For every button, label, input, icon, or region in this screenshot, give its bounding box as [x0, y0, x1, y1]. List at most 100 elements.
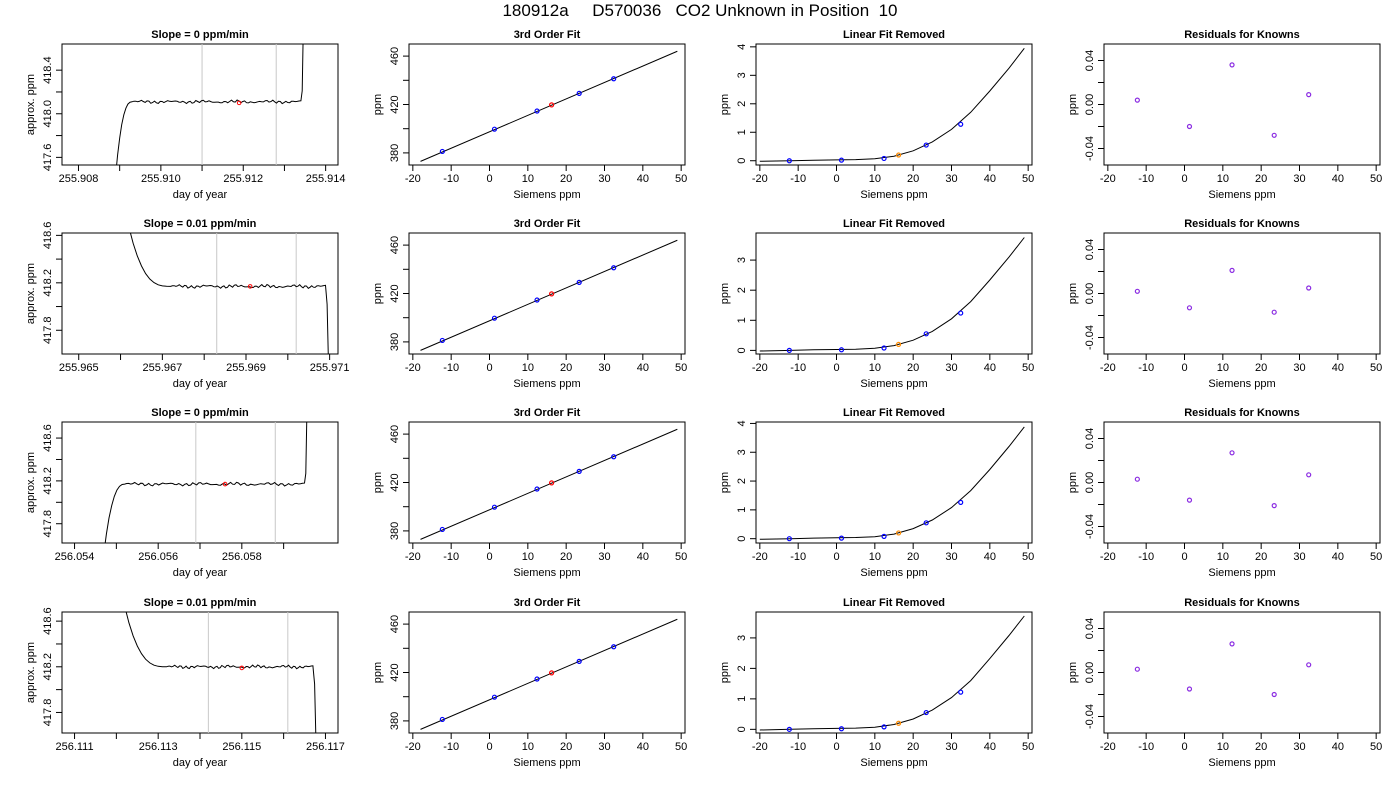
plot-frame — [408, 43, 686, 166]
x-tick-label: 40 — [984, 551, 996, 563]
plot-frame — [408, 232, 686, 355]
x-tick-label: 30 — [1293, 173, 1305, 185]
y-tick-label: 420 — [389, 473, 401, 491]
panel-r2-c4: Residuals for Knowns -20 -10 0 10 20 30 40 50 -0.… — [1067, 218, 1382, 390]
x-tick-label: -20 — [752, 362, 768, 374]
y-tick-label: 420 — [389, 284, 401, 302]
x-tick-label: 255.910 — [141, 173, 181, 185]
plot-frame — [408, 611, 686, 734]
x-tick-label: 30 — [598, 173, 610, 185]
known-point — [534, 676, 540, 682]
known-point — [1186, 305, 1193, 311]
known-point — [611, 76, 617, 82]
x-tick-label: -20 — [752, 741, 768, 753]
panel-title: Residuals for Knowns — [1184, 218, 1300, 230]
panel-title: 3rd Order Fit — [514, 218, 581, 230]
known-point — [491, 504, 498, 510]
x-tick-label: 10 — [1217, 362, 1229, 374]
y-tick-label: 3 — [736, 72, 748, 78]
fit-curve — [759, 47, 1025, 162]
y-tick-label: 0 — [736, 347, 748, 353]
x-tick-label: 20 — [907, 173, 919, 185]
x-tick-label: 50 — [675, 362, 687, 374]
y-tick-label: 417.8 — [42, 317, 54, 345]
x-tick-label: 0 — [486, 173, 492, 185]
x-tick-label: 0 — [486, 362, 492, 374]
known-point — [881, 155, 887, 162]
x-tick-label: 20 — [560, 741, 572, 753]
known-point — [1186, 123, 1193, 130]
known-point — [611, 454, 617, 460]
x-tick-label: 40 — [984, 173, 996, 185]
x-tick-label: -20 — [1100, 741, 1116, 753]
y-tick-label: 0.04 — [1084, 239, 1096, 260]
x-tick-label: 30 — [945, 362, 957, 374]
panel-title: Slope = 0 ppm/min — [151, 407, 249, 419]
x-tick-label: 20 — [907, 741, 919, 753]
y-tick-label: 417.8 — [42, 510, 54, 538]
panel-title: Slope = 0.01 ppm/min — [144, 218, 257, 230]
plot-area — [420, 239, 678, 351]
x-axis-label: Siemens ppm — [860, 378, 927, 390]
x-tick-label: 40 — [1332, 551, 1344, 563]
plot-area — [759, 47, 1025, 164]
known-point — [611, 265, 617, 271]
known-point — [439, 526, 445, 533]
x-tick-label: -20 — [405, 741, 421, 753]
mean-marker — [236, 100, 242, 106]
x-tick-label: 20 — [1255, 551, 1267, 563]
plot-area — [759, 615, 1025, 732]
x-tick-label: 0 — [1181, 551, 1187, 563]
panel-r2-c2: 3rd Order Fit -20 -10 0 10 20 30 40 50 380 420 460 S… — [372, 218, 687, 390]
x-tick-label: 50 — [675, 551, 687, 563]
x-tick-label: -10 — [1138, 173, 1154, 185]
known-point — [439, 148, 445, 155]
panel-r3-c2: 3rd Order Fit -20 -10 0 10 20 30 40 50 380 420 460 S… — [372, 407, 687, 579]
known-point — [1306, 472, 1312, 478]
x-tick-label: 255.965 — [59, 362, 99, 374]
x-tick-label: 40 — [984, 741, 996, 753]
y-tick-label: 0.00 — [1084, 662, 1096, 683]
known-point — [786, 726, 792, 732]
x-tick-label: 0 — [833, 551, 839, 563]
panel-r2-c1: Slope = 0.01 ppm/min 255.965 255.967 255.96… — [25, 218, 350, 390]
x-tick-label: 0 — [486, 741, 492, 753]
known-point — [1186, 686, 1193, 692]
y-tick-label: 0 — [736, 726, 748, 732]
plot-frame — [1103, 232, 1381, 355]
known-point — [1186, 497, 1193, 503]
x-tick-label: 0 — [1181, 362, 1187, 374]
x-tick-label: 40 — [637, 551, 649, 563]
x-tick-label: 255.914 — [306, 173, 346, 185]
x-tick-label: 50 — [1370, 173, 1382, 185]
x-tick-label: 40 — [1332, 173, 1344, 185]
panel-r2-c3: Linear Fit Removed -20 -10 0 10 20 30 40 50 0 1 2 3 S… — [719, 218, 1034, 390]
known-point — [923, 520, 929, 526]
x-tick-label: 255.967 — [142, 362, 182, 374]
x-tick-label: 10 — [522, 741, 534, 753]
x-tick-label: 255.971 — [310, 362, 350, 374]
y-tick-label: -0.04 — [1084, 325, 1096, 350]
x-tick-label: -10 — [443, 173, 459, 185]
known-point — [491, 315, 498, 321]
y-tick-label: 460 — [389, 236, 401, 254]
x-axis-label: Siemens ppm — [513, 378, 580, 390]
y-tick-label: 4 — [736, 420, 748, 426]
panel-title: Residuals for Knowns — [1184, 597, 1300, 609]
panel-title: 3rd Order Fit — [514, 407, 581, 419]
panel-title: Slope = 0.01 ppm/min — [144, 597, 257, 609]
plot-area — [759, 237, 1025, 353]
x-tick-label: 256.058 — [222, 551, 262, 563]
x-tick-label: 30 — [945, 173, 957, 185]
x-tick-label: 50 — [1022, 551, 1034, 563]
y-tick-label: 2 — [736, 101, 748, 107]
x-axis-label: Siemens ppm — [860, 189, 927, 201]
x-tick-label: 30 — [598, 741, 610, 753]
known-point — [611, 644, 617, 650]
y-tick-label: 418.0 — [42, 100, 54, 128]
y-tick-label: 0 — [736, 158, 748, 164]
y-axis-label: ppm — [719, 662, 731, 683]
plot-area — [759, 426, 1025, 542]
panel-r4-c1: Slope = 0.01 ppm/min 256.111 256.113 256.11… — [25, 597, 345, 769]
